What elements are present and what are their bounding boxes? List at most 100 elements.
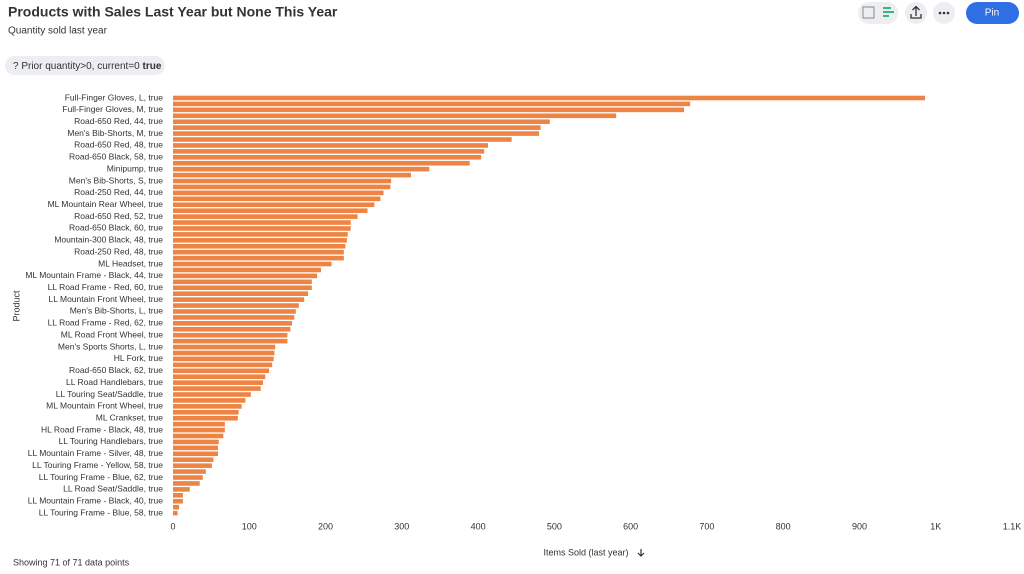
y-tick-label: Minipump, true — [107, 163, 163, 173]
bar — [173, 291, 309, 296]
bar — [173, 356, 274, 362]
filter-text: ? Prior quantity>0, current=0 — [13, 61, 140, 72]
bar — [173, 409, 239, 415]
bar — [173, 273, 318, 279]
bar — [173, 160, 470, 166]
bar — [173, 119, 550, 125]
y-tick-label: ML Headset, true — [98, 258, 163, 268]
x-tick-label: 400 — [471, 521, 486, 531]
y-tick-label: LL Touring Frame - Blue, 62, true — [39, 472, 164, 482]
bar — [173, 469, 206, 474]
more-dot — [946, 11, 950, 15]
bar — [173, 267, 321, 273]
y-tick-label: Road-250 Red, 44, true — [74, 187, 163, 197]
y-tick-label: LL Mountain Front Wheel, true — [49, 294, 164, 304]
bar — [173, 243, 346, 249]
bar — [173, 166, 430, 172]
chart-icon — [883, 7, 891, 9]
bar — [173, 504, 180, 510]
x-tick-label: 900 — [852, 521, 867, 531]
bar — [173, 297, 305, 302]
bar — [173, 95, 926, 101]
y-tick-label: ML Mountain Frame - Black, 44, true — [25, 270, 163, 280]
y-tick-label: Full-Finger Gloves, L, true — [65, 92, 164, 102]
y-tick-label: Road-650 Red, 44, true — [74, 116, 163, 126]
chart-icon — [883, 15, 889, 17]
footer-text: Showing 71 of 71 data points — [13, 557, 130, 567]
bar — [173, 214, 358, 219]
bar — [173, 155, 482, 160]
bar — [173, 178, 392, 184]
y-tick-label: LL Touring Seat/Saddle, true — [56, 389, 164, 399]
y-tick-label: Road-650 Red, 52, true — [74, 211, 163, 221]
x-tick-label: 100 — [242, 521, 257, 531]
bar — [173, 137, 512, 142]
bar — [173, 321, 292, 326]
x-tick-label: 500 — [547, 521, 562, 531]
bar — [173, 451, 219, 457]
bar — [173, 285, 312, 291]
bar — [173, 463, 212, 468]
y-tick-label: LL Road Seat/Saddle, true — [63, 484, 163, 494]
filter-label: ? Prior quantity>0, current=0 true — [13, 61, 162, 72]
y-tick-label: ML Crankset, true — [96, 412, 164, 422]
x-tick-label: 1K — [930, 521, 941, 531]
bar — [173, 392, 251, 397]
bar — [173, 344, 276, 350]
bar — [173, 202, 375, 208]
chart-title: Products with Sales Last Year but None T… — [8, 4, 338, 20]
bar — [173, 238, 347, 243]
bar — [173, 332, 288, 338]
bar — [173, 338, 288, 344]
bar — [173, 208, 368, 213]
more-dot — [938, 11, 942, 15]
bar — [173, 131, 540, 136]
bar — [173, 309, 296, 314]
bar — [173, 380, 264, 385]
bar — [173, 362, 273, 368]
share-icon — [910, 5, 922, 19]
x-tick-label: 0 — [170, 521, 175, 531]
x-tick-label: 300 — [394, 521, 409, 531]
y-tick-label: HL Road Frame - Black, 48, true — [41, 424, 163, 434]
y-tick-label: LL Touring Frame - Blue, 58, true — [39, 507, 164, 517]
y-tick-label: Men's Bib-Shorts, M, true — [67, 128, 163, 138]
bar — [173, 255, 344, 261]
filter-chip[interactable] — [5, 56, 165, 75]
bar — [173, 350, 275, 356]
chart-subtitle: Quantity sold last year — [8, 26, 108, 37]
bar — [173, 439, 219, 445]
x-tick-label: 700 — [699, 521, 714, 531]
bar — [173, 113, 617, 119]
bar — [173, 232, 348, 237]
y-tick-label: Road-650 Black, 62, true — [69, 365, 163, 375]
y-tick-label: Road-250 Red, 48, true — [74, 246, 163, 256]
y-tick-label: ML Mountain Rear Wheel, true — [48, 199, 164, 209]
bar — [173, 149, 485, 154]
bar — [173, 107, 685, 113]
pin-label: Pin — [985, 8, 999, 19]
bar — [173, 487, 190, 492]
bar — [173, 481, 200, 486]
bar — [173, 386, 261, 391]
sort-icon[interactable] — [637, 549, 645, 557]
y-tick-label: LL Road Handlebars, true — [66, 377, 163, 387]
bar — [173, 125, 541, 130]
bar — [173, 315, 295, 320]
bar — [173, 303, 299, 308]
pin-button[interactable] — [966, 2, 1019, 24]
bar — [173, 249, 344, 255]
y-tick-label: Road-650 Black, 58, true — [69, 152, 163, 162]
bar — [173, 184, 391, 190]
bar — [173, 368, 270, 374]
y-tick-label: LL Road Frame - Red, 62, true — [48, 318, 164, 328]
x-tick-label: 1.1K — [1003, 521, 1022, 531]
bar — [173, 101, 691, 107]
bar — [173, 279, 312, 285]
bar — [173, 445, 219, 451]
x-axis-label: Items Sold (last year) — [543, 547, 628, 557]
bar — [173, 421, 225, 427]
y-tick-label: LL Mountain Frame - Black, 40, true — [28, 495, 164, 505]
x-tick-label: 800 — [776, 521, 791, 531]
